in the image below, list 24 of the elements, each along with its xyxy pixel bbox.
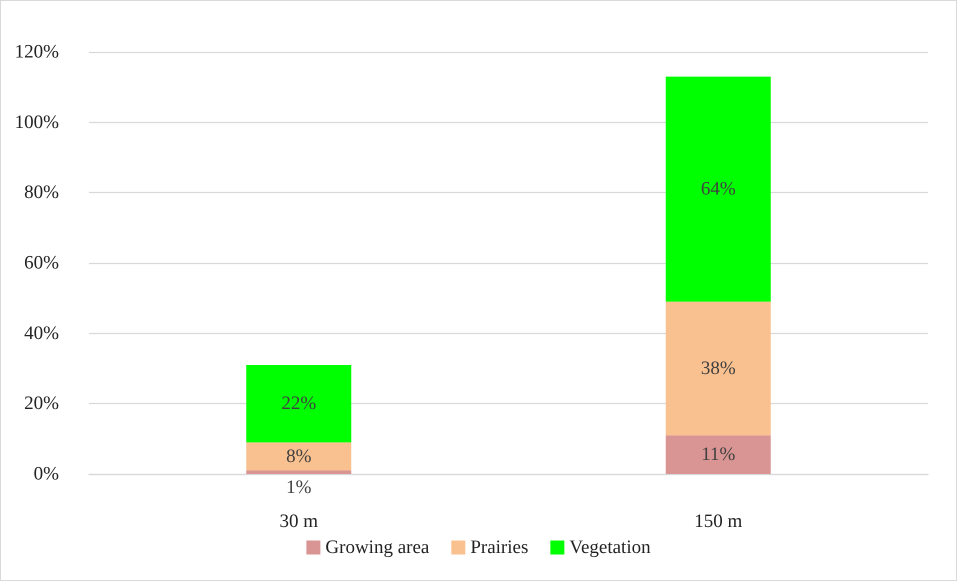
bar bbox=[246, 470, 352, 474]
data-label: 11% bbox=[701, 444, 736, 466]
bar bbox=[666, 302, 771, 436]
y-tick-label: 60% bbox=[24, 252, 60, 274]
x-tick-label: 150 m bbox=[694, 511, 742, 532]
data-label: 64% bbox=[700, 178, 736, 200]
y-tick-label: 0% bbox=[34, 464, 60, 484]
y-tick-label: 100% bbox=[14, 112, 60, 133]
legend-label: Prairies bbox=[470, 537, 528, 558]
x-tick-label: 30 m bbox=[279, 511, 318, 532]
data-label: 8% bbox=[286, 446, 312, 467]
y-tick-label: 40% bbox=[24, 322, 60, 344]
data-label: 22% bbox=[281, 393, 316, 414]
bar bbox=[666, 435, 771, 474]
y-tick-label: 20% bbox=[24, 393, 60, 414]
y-tick-label: 80% bbox=[24, 182, 60, 204]
data-label: 38% bbox=[700, 358, 736, 379]
bar bbox=[246, 442, 352, 470]
data-label: 1% bbox=[286, 477, 312, 498]
y-tick-label: 120% bbox=[14, 42, 60, 62]
bar bbox=[666, 76, 771, 302]
legend-label: Growing area bbox=[325, 537, 430, 558]
bar bbox=[246, 364, 352, 442]
legend-label: Vegetation bbox=[569, 537, 652, 558]
